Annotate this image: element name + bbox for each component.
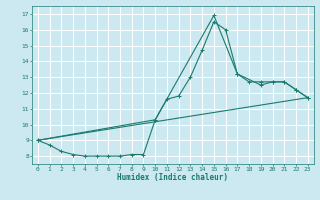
- X-axis label: Humidex (Indice chaleur): Humidex (Indice chaleur): [117, 173, 228, 182]
